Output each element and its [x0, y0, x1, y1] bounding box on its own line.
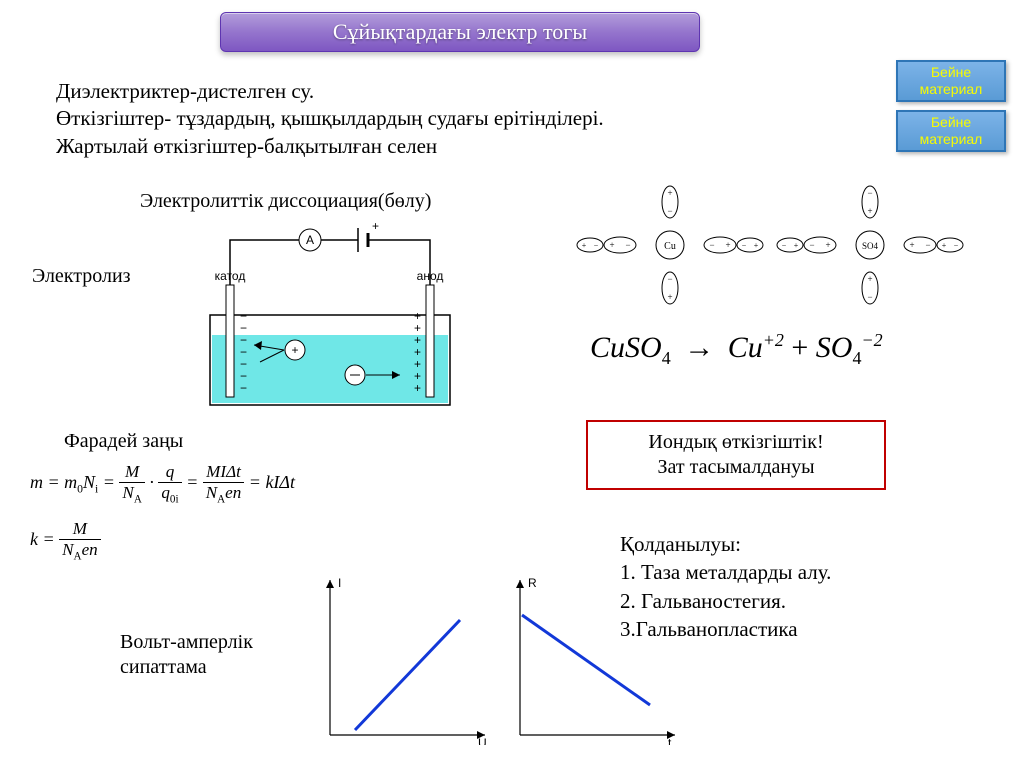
svg-text:+: +: [825, 240, 830, 250]
dissociation-equation: CuSO4 Cu+2 + SO4−2: [590, 330, 883, 369]
svg-text:−: −: [667, 206, 672, 216]
eq-so4: SO: [816, 331, 853, 364]
intro-text: Диэлектриктер-дистелген су. Өткізгіштер-…: [56, 78, 604, 160]
anode-label: анод: [417, 269, 444, 283]
svg-text:+: +: [754, 241, 759, 250]
so4-center: SO4: [862, 241, 879, 251]
chart1-x-axis: U: [478, 736, 487, 745]
eq-plus: +: [791, 331, 808, 364]
cu-center: Cu: [664, 241, 676, 252]
chart1-line: [355, 620, 460, 730]
svg-text:−: −: [782, 241, 787, 250]
anode-sign: +: [414, 381, 421, 395]
electrolyte-liquid: [212, 335, 448, 403]
svg-text:−: −: [954, 241, 959, 250]
so4-ion-group: SO4 −+ +− −+ +− −+ +−: [777, 186, 963, 304]
intro-line-3: Жартылай өткізгіштер-балқытылған селен: [56, 133, 604, 160]
cathode-label: катод: [215, 269, 246, 283]
svg-text:+: +: [582, 241, 587, 250]
faraday-law-label: Фарадей заңы: [64, 430, 183, 453]
cathode-sign: −: [240, 381, 247, 395]
svg-text:+: +: [867, 274, 872, 284]
svg-text:+: +: [909, 240, 914, 250]
apps-title: Қолданылуы:: [620, 530, 831, 558]
ionic-conductivity-box: Иондық өткізгіштік! Зат тасымалдануы: [586, 420, 886, 490]
svg-text:+: +: [609, 240, 614, 250]
video-material-button-1[interactable]: Бейне материал: [896, 60, 1006, 102]
svg-text:−: −: [867, 188, 872, 198]
electrolysis-label: Электролиз: [32, 265, 131, 288]
chart2-line: [522, 615, 650, 705]
redbox-line2: Зат тасымалдануы: [600, 455, 872, 480]
svg-text:−: −: [809, 240, 814, 250]
arrow-right-icon: [678, 331, 720, 364]
intro-line-2: Өткізгіштер- тұздардың, қышқылдардың суд…: [56, 105, 604, 132]
svg-text:−: −: [667, 274, 672, 284]
cation-icon: +: [291, 343, 298, 357]
svg-text:−: −: [709, 240, 714, 250]
dissociation-label: Электролиттік диссоциация(бөлу): [140, 190, 431, 213]
eq-lhs: CuSO: [590, 331, 662, 364]
slide-title: Сұйықтардағы электр тогы: [220, 12, 700, 52]
svg-text:+: +: [667, 188, 672, 198]
cu-ion-group: Cu +− −+ +− −+ +− −+: [577, 186, 763, 304]
ammeter-icon: A: [306, 233, 314, 247]
video-material-button-2[interactable]: Бейне материал: [896, 110, 1006, 152]
faraday-formula: m = m0Ni = MNA · qq0i = MIΔtNAen = kIΔt …: [30, 462, 295, 563]
electrolysis-diagram: A + катод анод − − − − − − − + + + + + +…: [190, 220, 470, 420]
rt-characteristic-chart: R t: [500, 575, 680, 745]
volt-ampere-line1: Вольт-амперлік: [120, 631, 253, 653]
ion-diagram: Cu +− −+ +− −+ +− −+ SO4 −+ +− −+ +− −+ …: [560, 180, 970, 310]
intro-line-1: Диэлектриктер-дистелген су.: [56, 78, 604, 105]
svg-text:−: −: [925, 240, 930, 250]
eq-cu: Cu: [728, 331, 763, 364]
svg-text:+: +: [794, 241, 799, 250]
battery-plus-icon: +: [372, 220, 379, 233]
svg-text:+: +: [942, 241, 947, 250]
svg-text:−: −: [625, 240, 630, 250]
chart2-y-axis: R: [528, 576, 537, 590]
redbox-line1: Иондық өткізгіштік!: [600, 430, 872, 455]
chart2-x-axis: t: [668, 736, 672, 745]
iv-characteristic-chart: I U: [310, 575, 490, 745]
svg-text:+: +: [667, 292, 672, 302]
svg-text:−: −: [867, 292, 872, 302]
svg-text:−: −: [594, 241, 599, 250]
svg-text:−: −: [742, 241, 747, 250]
chart1-y-axis: I: [338, 576, 341, 590]
volt-ampere-line2: сипаттама: [120, 656, 207, 678]
svg-text:+: +: [867, 206, 872, 216]
svg-text:+: +: [725, 240, 730, 250]
volt-ampere-label: Вольт-амперлік сипаттама: [120, 630, 253, 680]
